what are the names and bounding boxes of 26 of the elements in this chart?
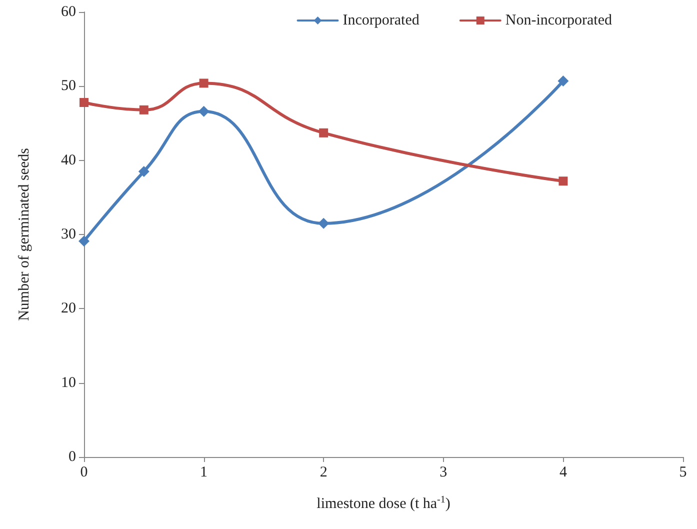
y-tick-label: 10 xyxy=(61,374,76,391)
y-tick-label: 60 xyxy=(61,4,76,20)
x-tick-label: 2 xyxy=(320,464,328,480)
legend-label: Non-incorporated xyxy=(505,12,612,28)
point xyxy=(138,166,150,177)
y-tick-label: 0 xyxy=(68,449,76,465)
point xyxy=(80,98,88,107)
y-tick-label: 50 xyxy=(61,78,76,94)
x-tick-label: 0 xyxy=(80,464,88,480)
point xyxy=(78,236,90,247)
point xyxy=(319,128,328,138)
y-tick-label: 30 xyxy=(61,226,76,242)
point xyxy=(199,78,208,88)
x-tick-label: 3 xyxy=(440,464,448,480)
point xyxy=(558,75,569,86)
y-tick-label: 40 xyxy=(61,152,76,168)
point xyxy=(558,176,568,186)
legend-label: Incorporated xyxy=(342,12,420,28)
y-axis-title: Number of germinated seeds xyxy=(16,148,32,321)
x-tick-label: 5 xyxy=(679,464,687,480)
y-tick-label: 20 xyxy=(61,300,76,317)
x-tick-label: 4 xyxy=(559,464,568,480)
point xyxy=(318,218,330,229)
point xyxy=(139,105,148,114)
point xyxy=(198,106,210,117)
x-tick-label: 1 xyxy=(200,464,208,480)
